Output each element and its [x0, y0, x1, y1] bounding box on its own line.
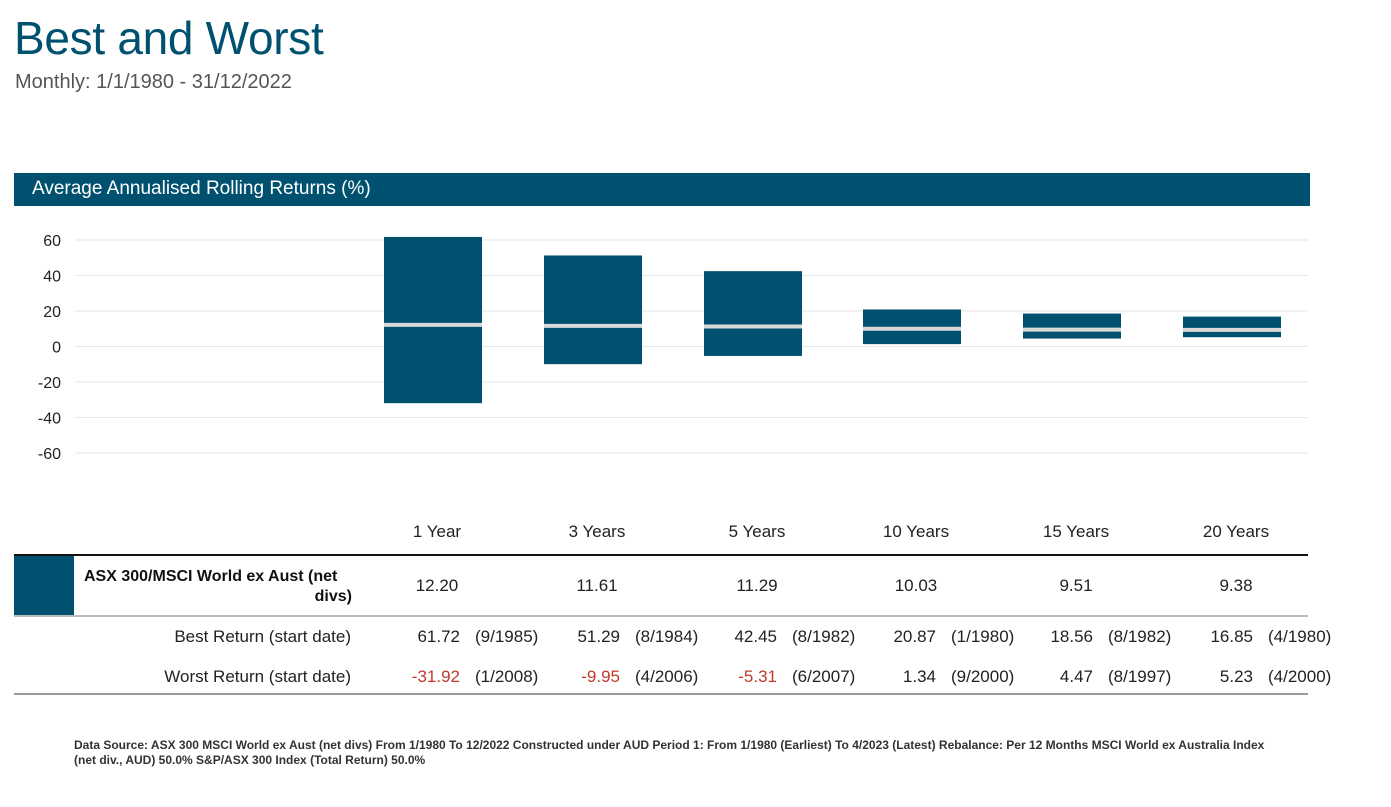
start-date: (1/2008) — [475, 667, 539, 686]
table-bottom-rule — [14, 693, 1308, 695]
average-value: 9.51 — [1059, 576, 1093, 595]
y-tick-label: -20 — [38, 375, 61, 392]
x-tick-label: 3 Years — [568, 522, 626, 541]
best-return-value: 20.87 — [893, 627, 936, 646]
chart-banner-title: Average Annualised Rolling Returns (%) — [32, 178, 371, 199]
x-tick-label: 20 Years — [1202, 522, 1270, 541]
start-date: (4/1980) — [1268, 627, 1332, 646]
range-bar-5 — [1023, 313, 1121, 339]
range-bar-3 — [704, 271, 802, 356]
range-bar-1 — [384, 236, 482, 404]
y-tick-label: 40 — [43, 269, 61, 286]
y-tick-label: 60 — [43, 233, 61, 250]
worst-return-value: -5.31 — [738, 667, 777, 686]
start-date: (8/1997) — [1108, 667, 1172, 686]
series-name-line1: ASX 300/MSCI World ex Aust (net — [84, 568, 338, 585]
y-tick-label: 20 — [43, 304, 61, 321]
worst-return-value: 1.34 — [902, 667, 936, 686]
start-date: (6/2007) — [792, 667, 856, 686]
start-date: (1/1980) — [951, 627, 1015, 646]
table-top-rule — [14, 554, 1308, 556]
start-date: (8/1982) — [792, 627, 856, 646]
start-date: (8/1982) — [1108, 627, 1172, 646]
start-date: (8/1984) — [635, 627, 699, 646]
worst-return-value: -9.95 — [581, 667, 620, 686]
best-return-value: 16.85 — [1210, 627, 1253, 646]
series-color-swatch — [14, 556, 74, 615]
start-date: (4/2000) — [1268, 667, 1332, 686]
start-date: (4/2006) — [635, 667, 699, 686]
y-tick-label: -60 — [38, 446, 61, 463]
page-subtitle: Monthly: 1/1/1980 - 31/12/2022 — [15, 71, 292, 93]
y-tick-label: 0 — [52, 340, 61, 357]
best-return-value: 61.72 — [417, 627, 460, 646]
worst-return-value: 4.47 — [1059, 667, 1093, 686]
start-date: (9/1985) — [475, 627, 539, 646]
series-name-line2: divs) — [314, 588, 352, 605]
worst-return-value: 5.23 — [1219, 667, 1253, 686]
range-bar-chart: 60 40 20 0 -20 -40 -60 — [38, 233, 1308, 463]
chart-banner: Average Annualised Rolling Returns (%) — [14, 173, 1310, 206]
x-tick-label: 1 Year — [412, 522, 462, 541]
best-return-value: 18.56 — [1050, 627, 1093, 646]
average-value: 9.38 — [1219, 576, 1253, 595]
range-bar-6 — [1183, 316, 1281, 338]
average-value: 11.29 — [736, 576, 778, 595]
average-value: 10.03 — [894, 576, 938, 595]
x-tick-label: 15 Years — [1042, 522, 1110, 541]
x-tick-label: 10 Years — [882, 522, 950, 541]
average-value: 11.61 — [576, 576, 618, 595]
best-return-value: 42.45 — [734, 627, 777, 646]
series-name: ASX 300/MSCI World ex Aust (net divs) — [84, 567, 352, 607]
x-tick-label: 5 Years — [728, 522, 786, 541]
y-tick-label: -40 — [38, 411, 61, 428]
worst-return-value: -31.92 — [411, 667, 460, 686]
best-return-label: Best Return (start date) — [174, 627, 351, 646]
range-bar-2 — [544, 255, 642, 365]
worst-return-label: Worst Return (start date) — [164, 667, 351, 686]
start-date: (9/2000) — [951, 667, 1015, 686]
page-title: Best and Worst — [14, 12, 324, 64]
table-mid-rule — [14, 615, 1308, 617]
best-return-value: 51.29 — [577, 627, 620, 646]
average-value: 12.20 — [415, 576, 459, 595]
data-source-footnote: Data Source: ASX 300 MSCI World ex Aust … — [74, 738, 1265, 767]
